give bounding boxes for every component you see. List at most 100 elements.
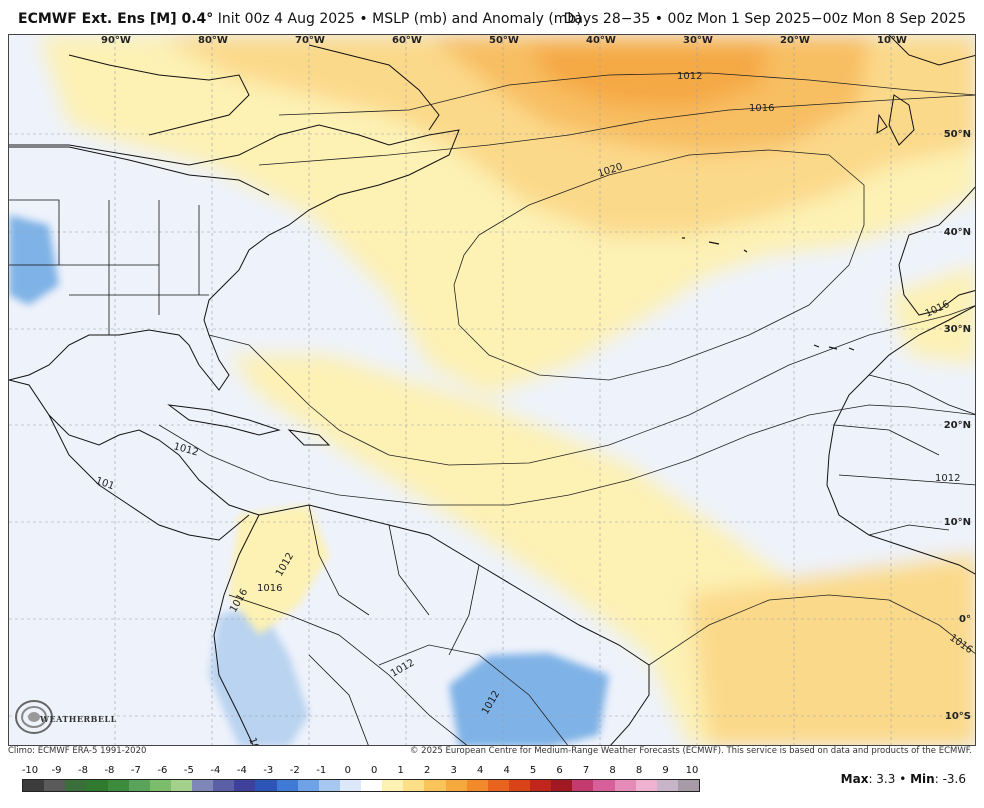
colorbar-cell xyxy=(86,780,108,791)
logo-text: WEATHERBELL xyxy=(40,714,117,724)
colorbar-cell xyxy=(424,780,446,791)
colorbar-cell xyxy=(128,780,150,791)
climo-note: Climo: ECMWF ERA-5 1991-2020 xyxy=(8,746,147,756)
hudson-bay-coast xyxy=(68,54,250,136)
central-america xyxy=(48,414,250,541)
isobar-1016-equator xyxy=(648,594,975,666)
anomaly-west-africa xyxy=(889,265,975,365)
colorbar-cell xyxy=(255,780,277,791)
anomaly-negative xyxy=(9,215,609,745)
isobars xyxy=(158,72,975,745)
valid-period: Days 28−35 • 00z Mon 1 Sep 2025−00z Mon … xyxy=(563,11,966,27)
max-min-readout: Max: 3.3 • Min: -3.6 xyxy=(840,772,966,786)
colorbar-tick-label: 5 xyxy=(529,765,537,776)
map-panel: 1012 1016 1020 1016 1012 101 1012 1016 1… xyxy=(8,34,976,746)
north-america-coast xyxy=(9,124,460,391)
africa-borders xyxy=(833,374,975,536)
colorbar-cell xyxy=(107,780,129,791)
colorbar-cell xyxy=(614,780,636,791)
anomaly-shading xyxy=(39,35,975,745)
lon-label-50w: 50°W xyxy=(489,35,519,46)
colorbar-tick-labels: -10 -9 -8 -8 -7 -6 -5 -4 -4 -3 -2 -1 0 0 1 2 3 4 4 5 6 7 8 8 9 10 xyxy=(22,765,702,777)
south-america-west xyxy=(213,514,260,745)
colorbar-cell xyxy=(508,780,530,791)
colorbar-cell xyxy=(192,780,214,791)
colorbar-tick-label: 9 xyxy=(662,765,669,776)
anomaly-neg-andes xyxy=(209,605,309,745)
lon-label-10w: 10°W xyxy=(877,35,907,46)
lon-label-60w: 60°W xyxy=(392,35,422,46)
colorbar-cell xyxy=(339,780,361,791)
canary-islands xyxy=(813,344,855,351)
colorbar-cell xyxy=(234,780,256,791)
lat-label-40n: 40°N xyxy=(943,227,971,238)
colorbar-tick-label: 2 xyxy=(424,765,431,776)
anomaly-andes-positive xyxy=(229,505,329,635)
us-borders xyxy=(9,199,209,335)
contour-1016-north: 1016 xyxy=(749,103,774,114)
colorbar-cell xyxy=(44,780,66,791)
colorbar-tick-label: -1 xyxy=(316,765,327,776)
min-label: Min xyxy=(910,772,935,786)
lon-label-90w: 90°W xyxy=(101,35,131,46)
hispaniola xyxy=(287,429,331,446)
colorbar-cell xyxy=(635,780,657,791)
header: ECMWF Ext. Ens [M] 0.4° Init 00z 4 Aug 2… xyxy=(0,0,984,34)
british-isles xyxy=(876,94,915,146)
canada-us-border xyxy=(9,146,270,196)
colorbar-tick-label: -10 xyxy=(21,765,39,776)
colorbar-cell xyxy=(593,780,615,791)
colorbar-tick-label: -8 xyxy=(77,765,88,776)
contour-1020-chile: 1020 xyxy=(246,736,265,746)
colorbar-tick-label: -6 xyxy=(157,765,168,776)
contour-1012-north: 1012 xyxy=(677,71,702,82)
lat-label-10s: 10°S xyxy=(944,711,971,722)
colorbar-tick-label: 7 xyxy=(582,765,590,776)
africa-coast xyxy=(826,305,975,575)
colorbar-cell xyxy=(149,780,171,791)
colorbar-tick-label: -8 xyxy=(104,765,115,776)
colorbar-cell xyxy=(170,780,192,791)
gulf-coast xyxy=(9,379,260,516)
colorbar-tick-label: -4 xyxy=(236,765,247,776)
colorbar-tick-label: 0 xyxy=(344,765,351,776)
colorbar-tick-label: 1 xyxy=(397,765,404,776)
title-separator: • xyxy=(359,11,368,27)
isobar-1012-caribbean xyxy=(158,404,975,506)
colorbar-tick-label: -3 xyxy=(263,765,274,776)
lat-label-20n: 20°N xyxy=(943,420,971,431)
colorbar-cell xyxy=(276,780,298,791)
colorbar-tick-label: 4 xyxy=(476,765,484,776)
lat-lon-grid xyxy=(9,35,975,745)
europe-coast xyxy=(898,186,975,316)
model-name: ECMWF Ext. Ens [M] 0.4° xyxy=(18,11,214,27)
weatherbell-logo: WEATHERBELL xyxy=(12,694,116,740)
lon-label-20w: 20°W xyxy=(780,35,810,46)
colorbar-cell xyxy=(403,780,425,791)
colorbar-tick-label: 3 xyxy=(450,765,457,776)
max-label: Max xyxy=(840,772,869,786)
colorbar-cell xyxy=(572,780,594,791)
colorbar-tick-label: 8 xyxy=(609,765,616,776)
map-canvas: 1012 1016 1020 1016 1012 101 1012 1016 1… xyxy=(9,35,975,746)
colorbar-cell xyxy=(656,780,678,791)
isobar-1020-high xyxy=(453,149,865,381)
min-value: -3.6 xyxy=(942,772,966,786)
lat-label-0: 0° xyxy=(959,614,971,625)
footer: Climo: ECMWF ERA-5 1991-2020 © 2025 Euro… xyxy=(0,746,984,808)
colorbar-tick-label: -5 xyxy=(183,765,194,776)
anomaly-equatorial-east xyxy=(689,555,975,745)
colorbar-cell xyxy=(551,780,573,791)
colorbar xyxy=(22,779,700,792)
colorbar-cell xyxy=(530,780,552,791)
colorbar-tick-label: -7 xyxy=(130,765,141,776)
lon-label-70w: 70°W xyxy=(295,35,325,46)
lat-label-30n: 30°N xyxy=(943,324,971,335)
field-name: MSLP (mb) and Anomaly (mb) xyxy=(372,11,582,27)
logo-swirl-icon xyxy=(15,700,53,734)
south-america-coast xyxy=(258,504,650,745)
colorbar-cell xyxy=(318,780,340,791)
anomaly-neg-midwest xyxy=(9,215,59,305)
colorbar-tick-label: -4 xyxy=(210,765,221,776)
colorbar-cell xyxy=(382,780,404,791)
